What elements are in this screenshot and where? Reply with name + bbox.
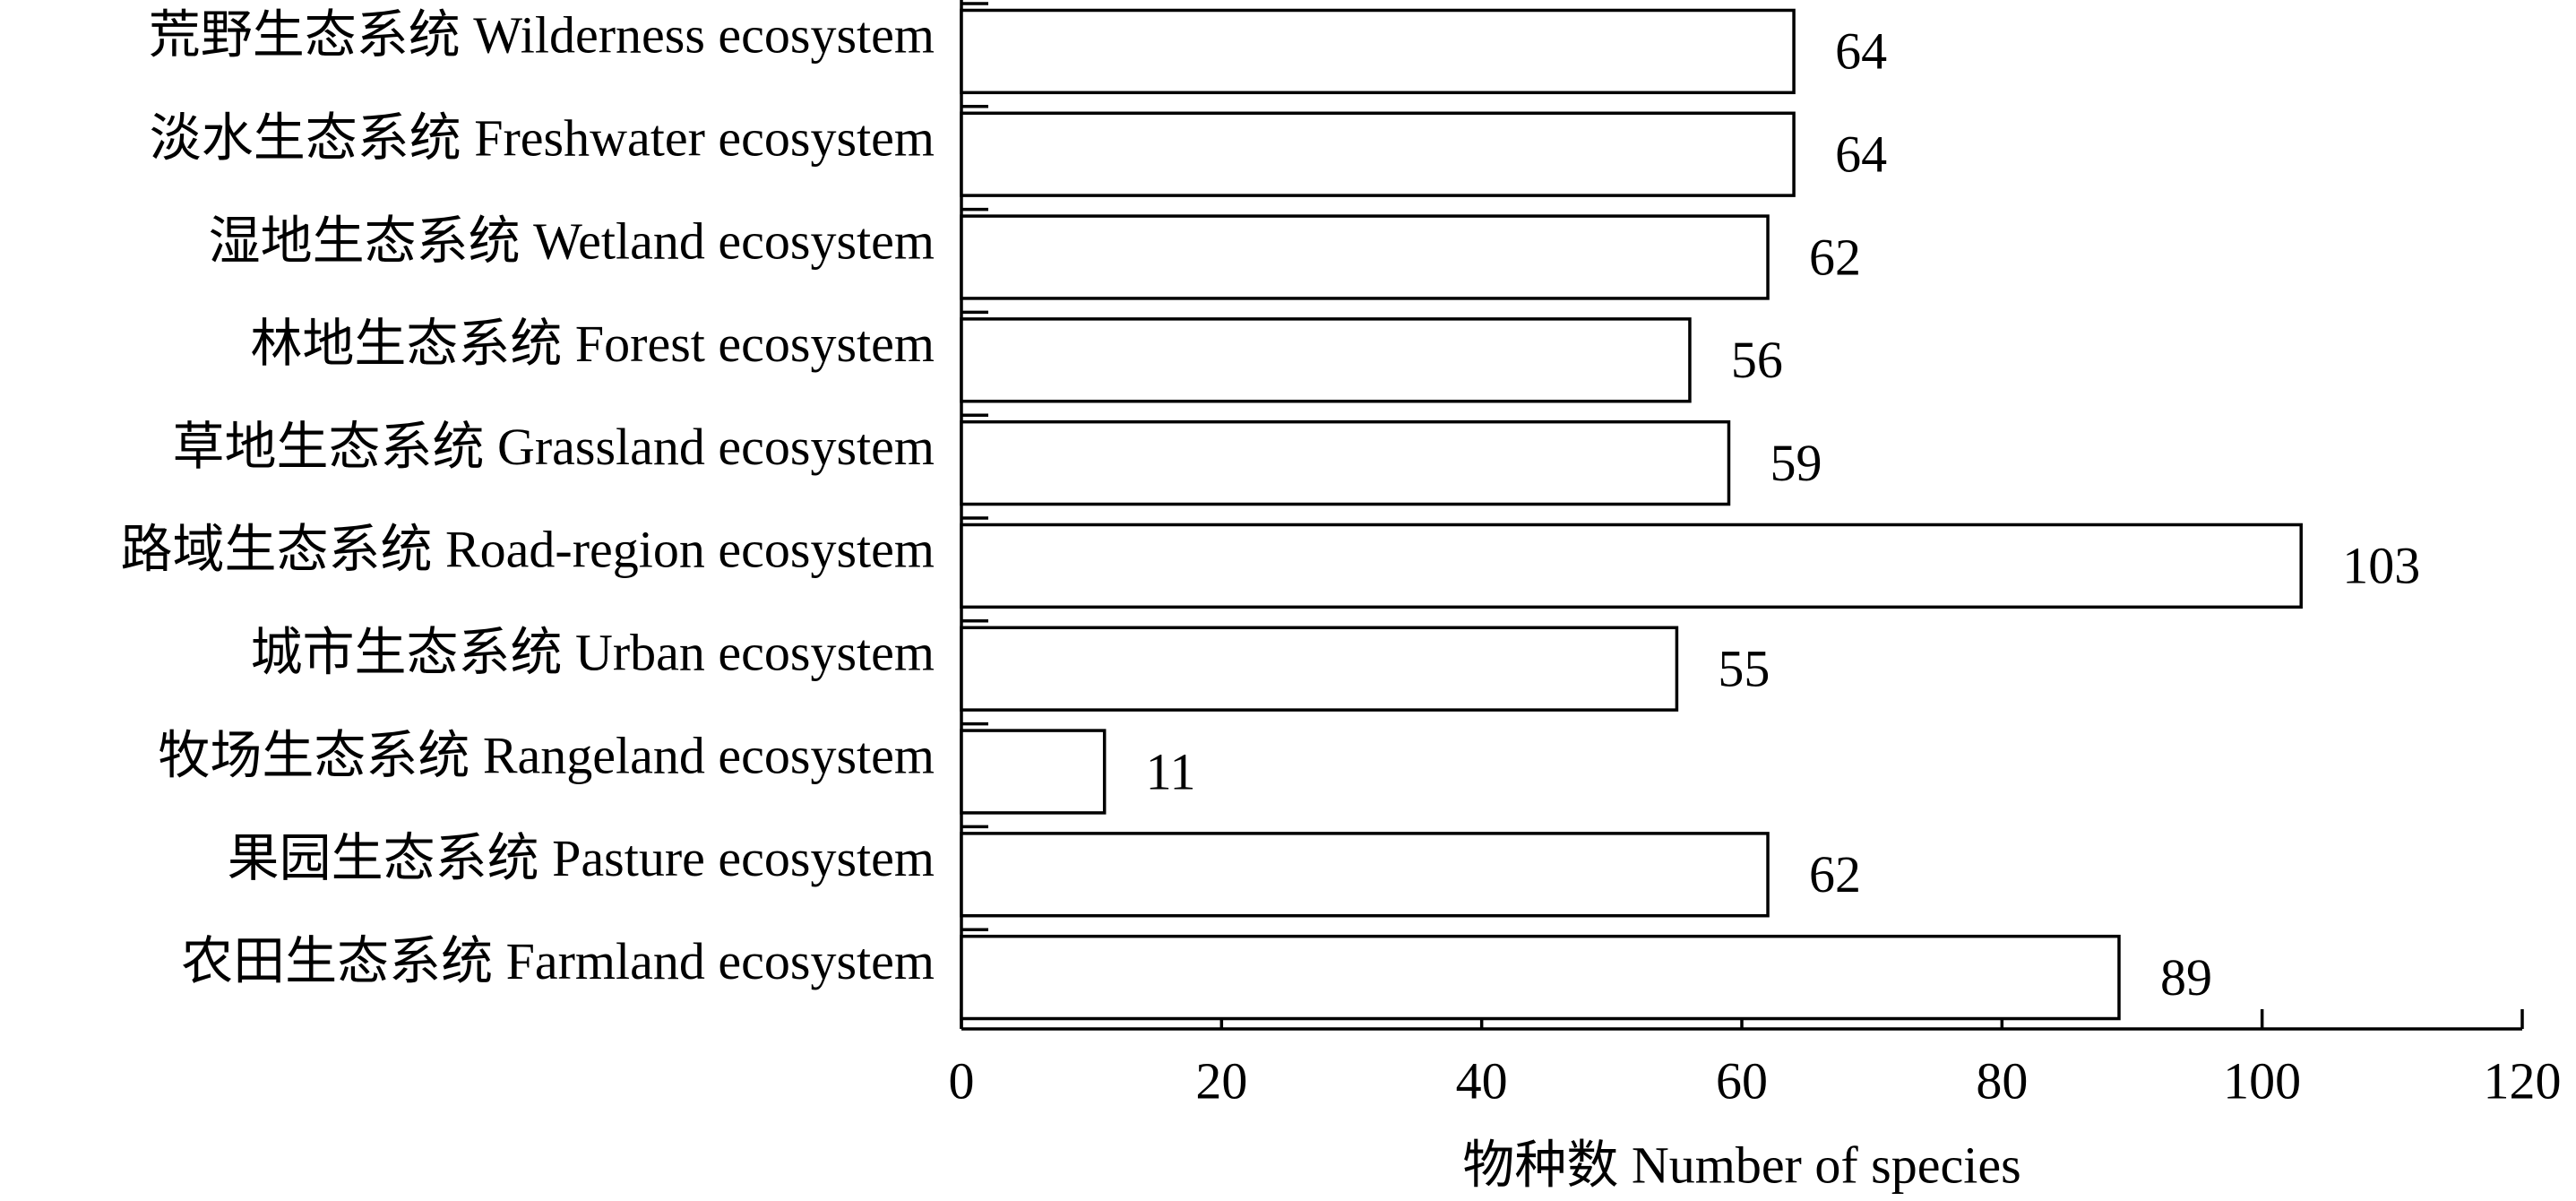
y-tick-label: 路域生态系统 Road-region ecosystem	[120, 521, 935, 579]
y-tick-label: 淡水生态系统 Freshwater ecosystem	[150, 109, 935, 168]
y-tick-label: 城市生态系统 Urban ecosystem	[250, 624, 935, 682]
x-tick-label: 0	[949, 1051, 975, 1110]
value-label: 11	[1146, 742, 1196, 800]
y-tick-label: 果园生态系统 Pasture ecosystem	[228, 829, 935, 887]
value-label: 59	[1770, 434, 1822, 492]
y-tick-label: 草地生态系统 Grassland ecosystem	[172, 418, 935, 476]
x-tick-label: 40	[1456, 1051, 1508, 1110]
value-label: 56	[1731, 331, 1783, 389]
bar	[960, 419, 1731, 506]
bar	[960, 729, 1107, 815]
x-tick-label: 20	[1195, 1051, 1247, 1110]
x-tick-label: 100	[2223, 1051, 2301, 1110]
x-tick-label: 60	[1716, 1051, 1768, 1110]
bar	[960, 832, 1770, 918]
bar	[960, 626, 1679, 712]
value-label: 103	[2342, 537, 2420, 595]
bar	[960, 934, 2121, 1021]
value-label: 64	[1835, 22, 1887, 81]
value-label: 89	[2160, 948, 2212, 1007]
y-tick-label: 湿地生态系统 Wetland ecosystem	[209, 212, 935, 270]
bar	[960, 523, 2303, 609]
x-tick-label: 120	[2484, 1051, 2562, 1110]
y-tick-label: 荒野生态系统 Wilderness ecosystem	[149, 6, 935, 65]
bar	[960, 8, 1796, 95]
x-axis-label: 物种数 Number of species	[1462, 1136, 2020, 1194]
value-label: 55	[1718, 640, 1770, 698]
bar	[960, 317, 1692, 403]
x-tick-label: 80	[1976, 1051, 2028, 1110]
bar	[960, 111, 1796, 197]
bar	[960, 214, 1770, 300]
y-tick-label: 林地生态系统 Forest ecosystem	[250, 315, 935, 373]
value-label: 62	[1809, 845, 1861, 903]
y-tick-label: 农田生态系统 Farmland ecosystem	[181, 932, 935, 990]
value-label: 62	[1809, 228, 1861, 286]
value-label: 64	[1835, 125, 1887, 184]
y-tick-label: 牧场生态系统 Rangeland ecosystem	[158, 726, 935, 784]
